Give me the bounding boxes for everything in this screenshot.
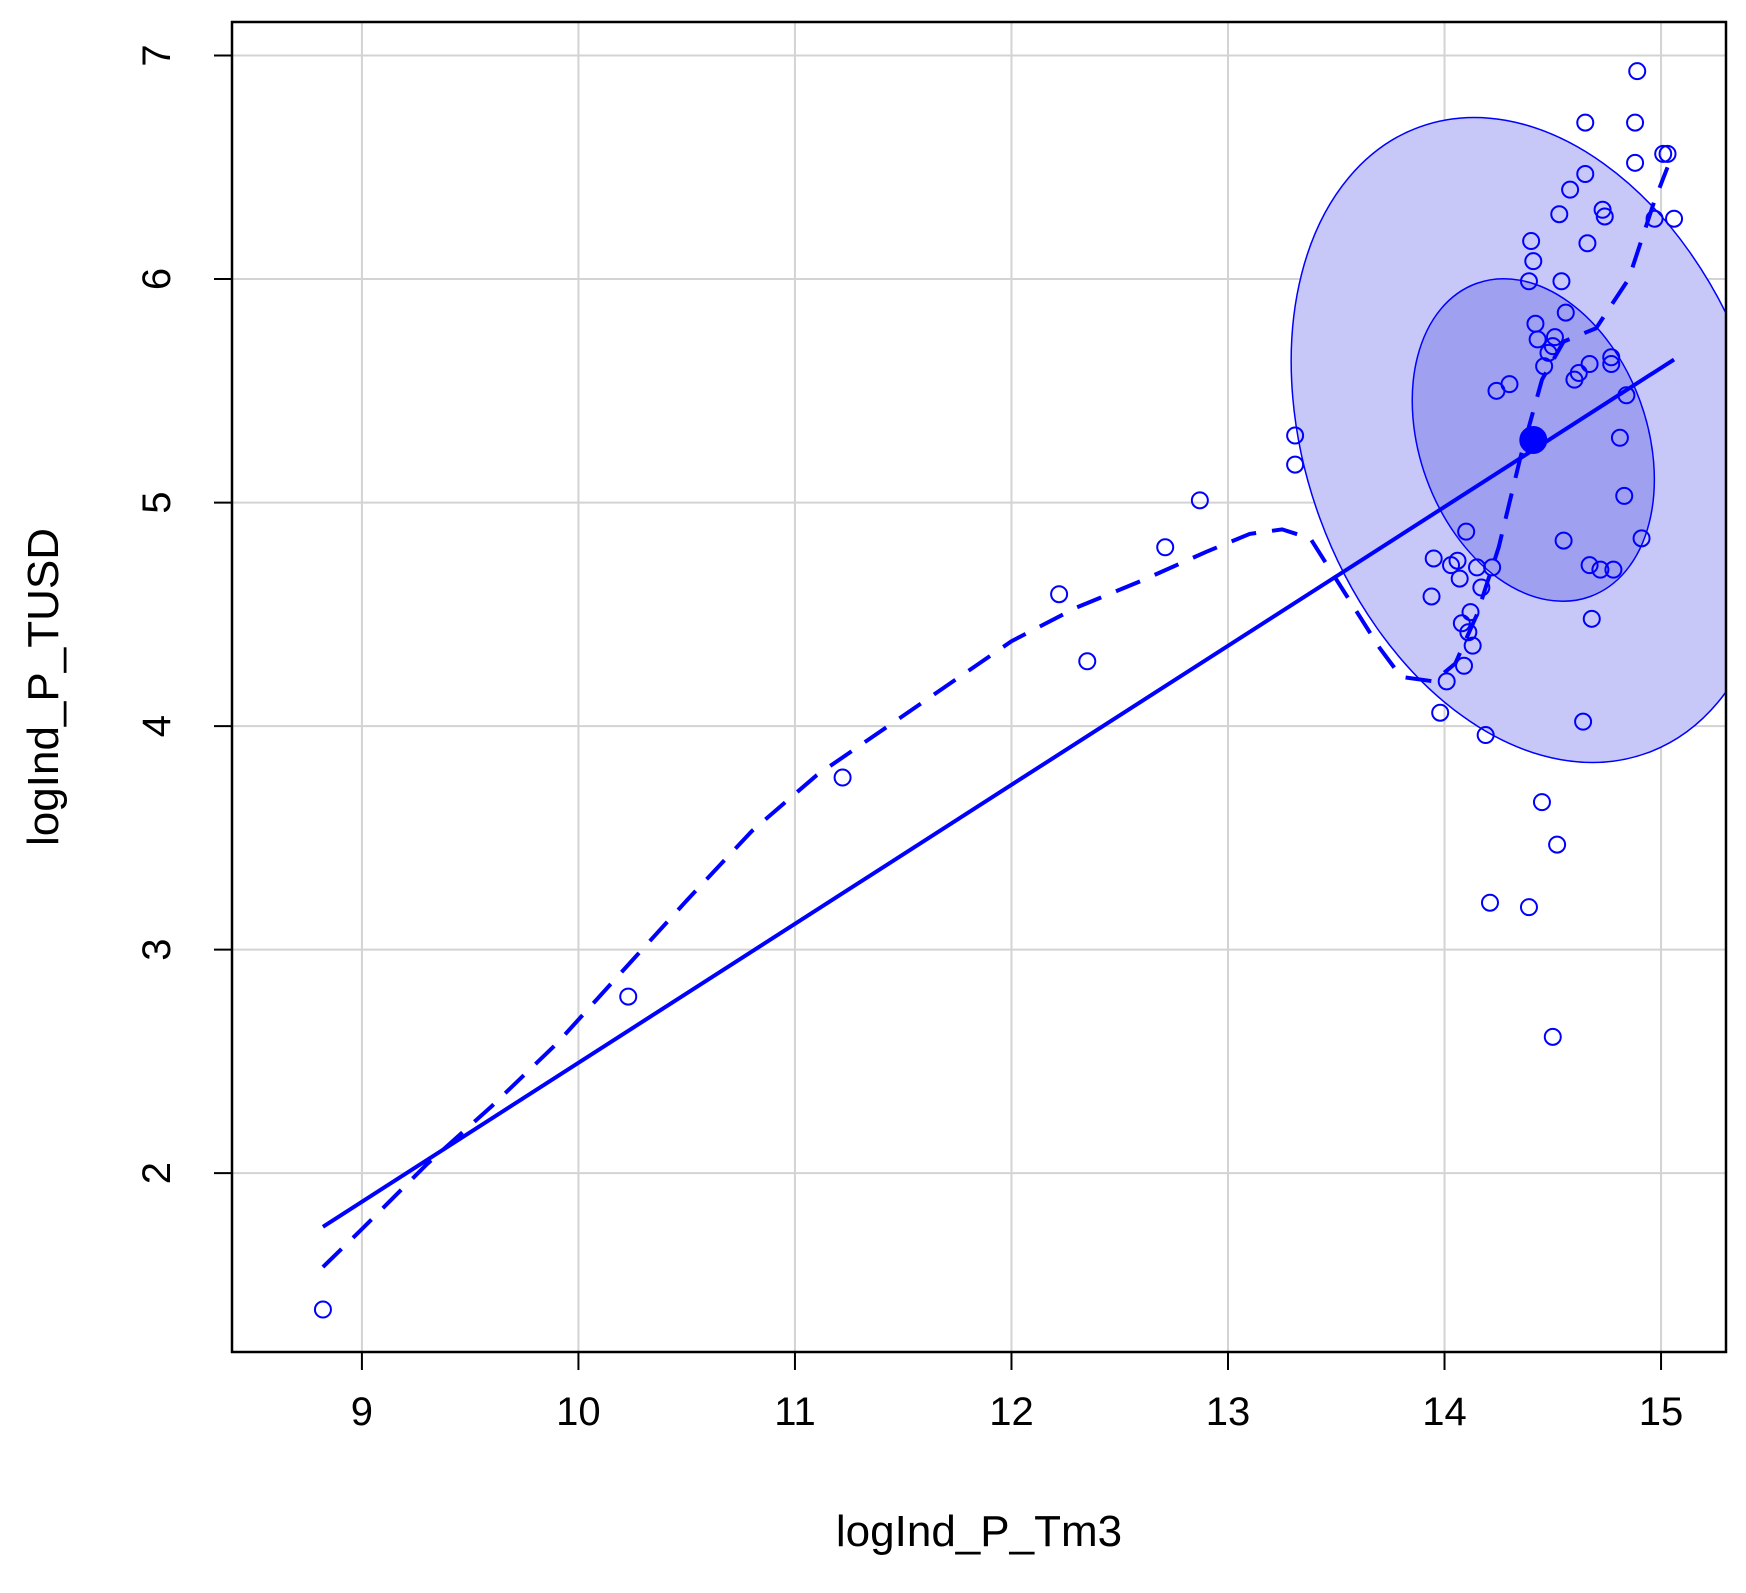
x-axis: 9 10 11 12 13 14 15 — [351, 1352, 1684, 1434]
data-point — [1431, 703, 1450, 722]
data-point — [1665, 209, 1684, 228]
data-point — [1524, 252, 1543, 271]
data-point — [1626, 153, 1645, 172]
data-point — [1576, 165, 1595, 183]
data-point — [1050, 585, 1069, 604]
y-tick-label: 3 — [135, 939, 179, 961]
data-point — [1602, 355, 1621, 373]
data-point — [1545, 328, 1564, 347]
data-point — [1548, 835, 1567, 854]
x-tick-label: 15 — [1639, 1390, 1684, 1434]
mean-point — [1519, 426, 1548, 454]
x-tick-label: 14 — [1422, 1390, 1467, 1434]
data-point — [1610, 428, 1629, 447]
x-tick-label: 12 — [989, 1390, 1034, 1434]
data-point — [1500, 375, 1519, 394]
smooth-curve — [321, 166, 1670, 1269]
data-point — [1543, 1027, 1562, 1046]
data-point — [1519, 898, 1538, 917]
data-point — [1422, 587, 1441, 606]
regression-line — [321, 357, 1676, 1229]
y-tick-label: 5 — [135, 491, 179, 513]
data-point — [1580, 556, 1599, 575]
data-point — [1552, 272, 1571, 291]
data-point — [833, 768, 852, 787]
data-ellipses — [1290, 116, 1726, 764]
data-point — [1602, 348, 1621, 367]
plot-frame — [230, 20, 1728, 1354]
data-point — [1286, 455, 1305, 474]
data-point — [1448, 551, 1467, 570]
data-point — [1472, 578, 1491, 597]
data-point — [1554, 531, 1573, 550]
data-point — [1654, 144, 1673, 163]
data-point — [313, 1300, 332, 1319]
fit-lines — [321, 166, 1676, 1269]
data-point — [1582, 609, 1601, 628]
data-point — [1156, 538, 1175, 557]
data-point — [1457, 522, 1476, 541]
data-point — [1617, 386, 1636, 405]
x-tick-label: 9 — [351, 1390, 373, 1434]
data-point — [1450, 569, 1469, 588]
x-tick-label: 10 — [556, 1390, 601, 1434]
data-point — [1615, 486, 1634, 505]
data-point — [1543, 337, 1562, 356]
y-axis: 2 3 4 5 6 7 — [135, 44, 232, 1184]
data-point — [1519, 272, 1538, 291]
y-axis-label: logInd_P_TUSD — [19, 528, 68, 846]
data-point — [1569, 363, 1588, 382]
data-point — [1437, 672, 1456, 691]
data-point — [1078, 652, 1097, 671]
data-point — [1574, 712, 1593, 731]
data-point — [1632, 529, 1651, 548]
data-point — [1604, 560, 1623, 579]
y-tick-label: 4 — [135, 715, 179, 737]
x-tick-label: 13 — [1206, 1390, 1251, 1434]
data-point — [1528, 330, 1547, 349]
data-point — [1578, 234, 1597, 253]
data-point — [1595, 207, 1614, 226]
data-point — [1463, 636, 1482, 655]
data-point — [1561, 180, 1580, 199]
data-points — [313, 62, 1684, 1319]
data-point — [1658, 144, 1677, 163]
data-point — [1628, 62, 1647, 81]
data-point — [1556, 303, 1575, 322]
data-point — [1580, 355, 1599, 373]
y-tick-label: 2 — [135, 1162, 179, 1184]
data-point — [1576, 113, 1595, 132]
data-point — [1483, 558, 1502, 577]
data-point — [1424, 549, 1443, 568]
x-axis-label: logInd_P_Tm3 — [836, 1507, 1122, 1556]
data-point — [1480, 893, 1499, 912]
data-point — [1455, 656, 1474, 675]
data-point — [1645, 209, 1664, 228]
data-point — [619, 987, 638, 1006]
data-point — [1459, 623, 1478, 642]
data-point — [1591, 560, 1610, 579]
data-point — [1626, 113, 1645, 132]
data-point — [1535, 357, 1554, 376]
x-tick-label: 11 — [774, 1390, 816, 1434]
data-point — [1550, 205, 1569, 224]
y-tick-label: 6 — [135, 268, 179, 290]
data-point — [1476, 726, 1495, 745]
y-tick-label: 7 — [135, 44, 179, 66]
data-point — [1522, 232, 1541, 251]
data-point — [1190, 491, 1209, 510]
data-point — [1532, 793, 1551, 812]
data-point — [1286, 426, 1305, 445]
data-point — [1452, 614, 1471, 633]
data-point — [1461, 603, 1480, 622]
